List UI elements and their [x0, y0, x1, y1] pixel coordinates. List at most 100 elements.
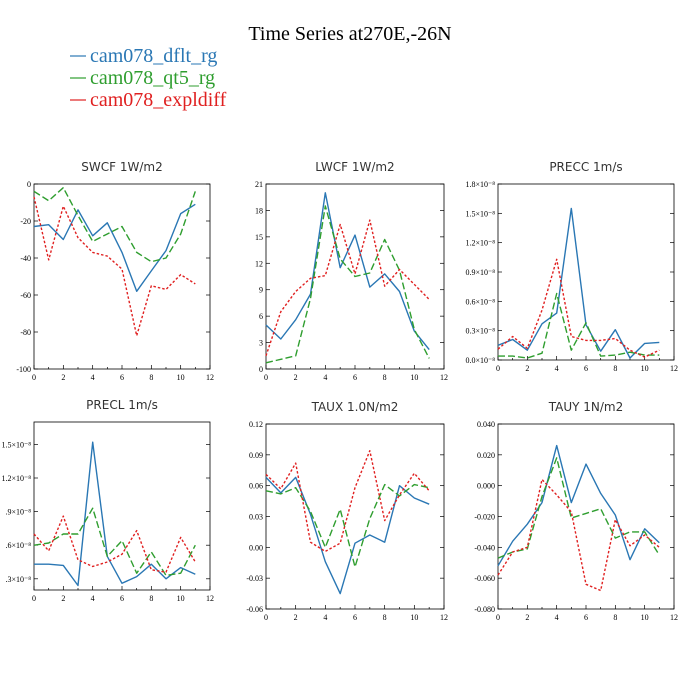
series-line-1 — [497, 207, 660, 359]
figure-title: Time Series at270E,-26N — [248, 23, 451, 45]
y-tick-label: 0.040 — [477, 420, 495, 429]
y-tick-label: -0.060 — [474, 574, 495, 583]
y-tick-label: -80 — [20, 328, 31, 337]
y-tick-label: 0.09 — [249, 451, 263, 460]
series-line-1 — [497, 444, 660, 567]
x-tick-label: 10 — [410, 373, 418, 382]
x-tick-label: 4 — [323, 373, 327, 382]
series-line-1 — [34, 441, 196, 587]
x-tick-label: 2 — [294, 373, 298, 382]
x-tick-label: 4 — [555, 613, 559, 622]
series-line-2 — [497, 457, 660, 559]
y-tick-label: -0.03 — [246, 574, 263, 583]
x-tick-label: 2 — [61, 594, 65, 603]
chart-panel-3: PRECC 1m/s 0 2 4 6 8 10 12 0.0×10⁻⁸ 0.3×10⁻⁸ 0.6×1… — [465, 160, 678, 373]
x-tick-label: 0 — [496, 364, 500, 373]
legend-entry-2: cam078_qt5_rg — [70, 67, 215, 89]
x-tick-label: 8 — [383, 373, 387, 382]
y-tick-label: -0.080 — [474, 605, 495, 614]
x-tick-label: 4 — [323, 613, 327, 622]
y-tick-label: 0.0×10⁻⁸ — [465, 356, 495, 365]
panel-title: LWCF 1W/m2 — [315, 160, 394, 174]
y-tick-label: -20 — [20, 217, 31, 226]
x-tick-label: 0 — [32, 373, 36, 382]
y-tick-label: 1.5×10⁻⁸ — [1, 440, 31, 449]
series-line-2 — [33, 186, 196, 263]
series-line-1 — [265, 476, 430, 595]
x-tick-label: 4 — [555, 364, 559, 373]
x-tick-label: 10 — [641, 364, 649, 373]
series-line-3 — [265, 219, 430, 357]
x-tick-label: 12 — [440, 373, 448, 382]
series-line-1 — [265, 192, 430, 351]
y-tick-label: -60 — [20, 291, 31, 300]
series-line-3 — [497, 258, 660, 358]
x-tick-label: 10 — [177, 594, 185, 603]
chart-panel-2: LWCF 1W/m2 0 2 4 6 8 10 12 0 3 6 9 12 15 18 21 — [255, 160, 448, 382]
x-tick-label: 2 — [294, 613, 298, 622]
x-tick-label: 12 — [670, 364, 678, 373]
x-tick-label: 10 — [177, 373, 185, 382]
y-tick-label: 15 — [255, 233, 263, 242]
panel-title: TAUY 1N/m2 — [548, 400, 624, 414]
y-tick-label: 1.2×10⁻⁸ — [465, 239, 495, 248]
x-tick-label: 10 — [410, 613, 418, 622]
y-tick-label: 0.020 — [477, 451, 495, 460]
x-tick-label: 2 — [525, 613, 529, 622]
x-tick-label: 2 — [61, 373, 65, 382]
x-tick-label: 0 — [32, 594, 36, 603]
x-tick-label: 12 — [670, 613, 678, 622]
x-tick-label: 8 — [149, 373, 153, 382]
x-tick-label: 6 — [584, 364, 588, 373]
series-line-2 — [498, 292, 660, 359]
y-tick-label: 0.06 — [249, 482, 263, 491]
y-tick-label: 0 — [27, 180, 31, 189]
panel-title: TAUX 1.0N/m2 — [311, 400, 399, 414]
y-tick-label: 1.5×10⁻⁸ — [465, 209, 495, 218]
x-tick-label: 8 — [149, 594, 153, 603]
legend: cam078_dflt_rg cam078_qt5_rg cam078_expl… — [70, 45, 227, 111]
legend-entry-3: cam078_expldiff — [70, 89, 227, 111]
legend-label-3: cam078_expldiff — [90, 89, 227, 111]
x-tick-label: 4 — [91, 373, 95, 382]
y-tick-label: .9×10⁻⁸ — [5, 508, 31, 517]
y-tick-label: -100 — [16, 365, 31, 374]
y-tick-label: 0.9×10⁻⁸ — [465, 268, 495, 277]
panel-title: PRECL 1m/s — [86, 398, 158, 412]
y-tick-label: 1.2×10⁻⁸ — [1, 474, 31, 483]
x-tick-label: 6 — [120, 373, 124, 382]
y-tick-label: 0.03 — [249, 513, 263, 522]
y-tick-label: -0.06 — [246, 605, 263, 614]
series-line-3 — [33, 515, 196, 573]
legend-label-1: cam078_dflt_rg — [90, 45, 217, 67]
y-tick-label: -40 — [20, 254, 31, 263]
panel-grid: SWCF 1W/m2 0 2 4 6 8 10 12 0 -20 -40 -60 -80 -100 LWCF… — [1, 160, 678, 622]
y-tick-label: 0 — [259, 365, 263, 374]
x-tick-label: 6 — [353, 613, 357, 622]
y-tick-label: 6 — [259, 312, 263, 321]
x-tick-label: 6 — [584, 613, 588, 622]
y-tick-label: 0.3×10⁻⁸ — [465, 327, 495, 336]
y-tick-label: 0.00 — [249, 543, 263, 552]
series-line-1 — [33, 203, 196, 292]
x-tick-label: 8 — [613, 613, 617, 622]
legend-entry-1: cam078_dflt_rg — [70, 45, 217, 67]
x-tick-label: 0 — [264, 613, 268, 622]
x-tick-label: 6 — [353, 373, 357, 382]
x-tick-label: 0 — [496, 613, 500, 622]
y-tick-label: 0.6×10⁻⁸ — [465, 297, 495, 306]
series-line-3 — [497, 478, 660, 592]
x-tick-label: 12 — [206, 594, 214, 603]
y-tick-label: 1.8×10⁻⁸ — [465, 180, 495, 189]
panel-title: SWCF 1W/m2 — [81, 160, 162, 174]
panel-title: PRECC 1m/s — [549, 160, 622, 174]
x-tick-label: 12 — [206, 373, 214, 382]
x-tick-label: 12 — [440, 613, 448, 622]
chart-panel-6: TAUY 1N/m2 0 2 4 6 8 10 12 -0.080 -0.060 -0.040 -0.… — [474, 400, 678, 622]
x-tick-label: 6 — [120, 594, 124, 603]
y-tick-label: 9 — [259, 286, 263, 295]
chart-panel-1: SWCF 1W/m2 0 2 4 6 8 10 12 0 -20 -40 -60 -80 -100 — [16, 160, 214, 382]
y-tick-label: .6×10⁻⁸ — [5, 541, 31, 550]
chart-panel-5: TAUX 1.0N/m2 0 2 4 6 8 10 12 -0.06 -0.03 0.00 0.03 0… — [246, 400, 448, 622]
y-tick-label: 0.000 — [477, 482, 495, 491]
